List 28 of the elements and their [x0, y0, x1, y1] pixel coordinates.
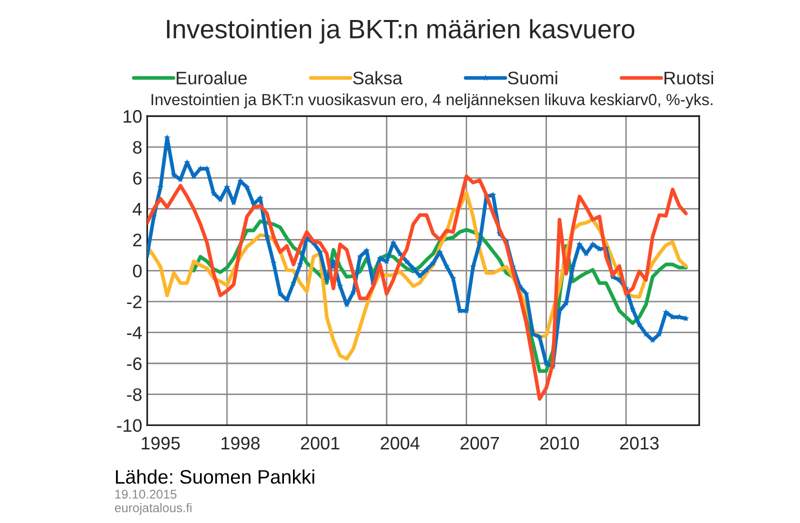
- line-series: [147, 174, 688, 401]
- text: Lähde: Suomen Pankki: [116, 469, 314, 484]
- x-tick-label: 1998: [222, 436, 260, 450]
- y-tick-label: 6: [133, 172, 142, 185]
- text: eurojatalous.fi: [114, 503, 192, 515]
- y-tick-label: -8: [127, 388, 142, 402]
- y-tick-label: -10: [117, 419, 142, 432]
- x-tick-label: 2001: [300, 436, 340, 450]
- y-tick-label: -2: [127, 295, 142, 308]
- chart-subtitle: Investointien ja BKT:n vuosikasvun ero, 4 neljänneksen likuva keskiarv0, %-yks.: [152, 93, 712, 108]
- legend-label: Suomi: [508, 71, 558, 84]
- legend-label: Euroalue: [176, 71, 247, 84]
- y-tick-label: 4: [132, 202, 142, 216]
- text: 19.10.2015: [115, 490, 176, 499]
- chart-title: Investointien ja BKT:n määrien kasvuero: [167, 19, 634, 44]
- y-tick-label: 2: [133, 234, 142, 246]
- legend-label: Ruotsi: [664, 71, 714, 84]
- x-tick-label: 2010: [540, 436, 579, 450]
- x-tick-label: 2004: [380, 436, 420, 450]
- y-tick-label: -4: [127, 326, 142, 340]
- y-tick-label: 0: [133, 264, 142, 278]
- y-tick-label: 8: [133, 140, 142, 154]
- legend-label: Saksa: [353, 71, 402, 84]
- y-tick-label: -6: [127, 357, 142, 370]
- y-tick-label: 10: [124, 110, 142, 123]
- x-tick-label: 2007: [460, 436, 499, 450]
- x-tick-label: 2013: [620, 436, 659, 450]
- x-tick-label: 1995: [142, 436, 180, 450]
